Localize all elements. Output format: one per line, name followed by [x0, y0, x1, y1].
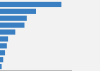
- bar: [0, 36, 8, 41]
- axis-line: [0, 70, 72, 71]
- bar: [0, 57, 3, 62]
- bar: [0, 23, 24, 28]
- bar: [0, 29, 15, 34]
- bar: [0, 2, 61, 7]
- chart: [0, 0, 100, 71]
- bar: [0, 43, 7, 48]
- bar: [0, 64, 2, 69]
- bar: [0, 9, 36, 14]
- bar: [0, 50, 5, 55]
- chart-container: [0, 0, 100, 71]
- bars: [0, 2, 61, 69]
- bar: [0, 16, 27, 21]
